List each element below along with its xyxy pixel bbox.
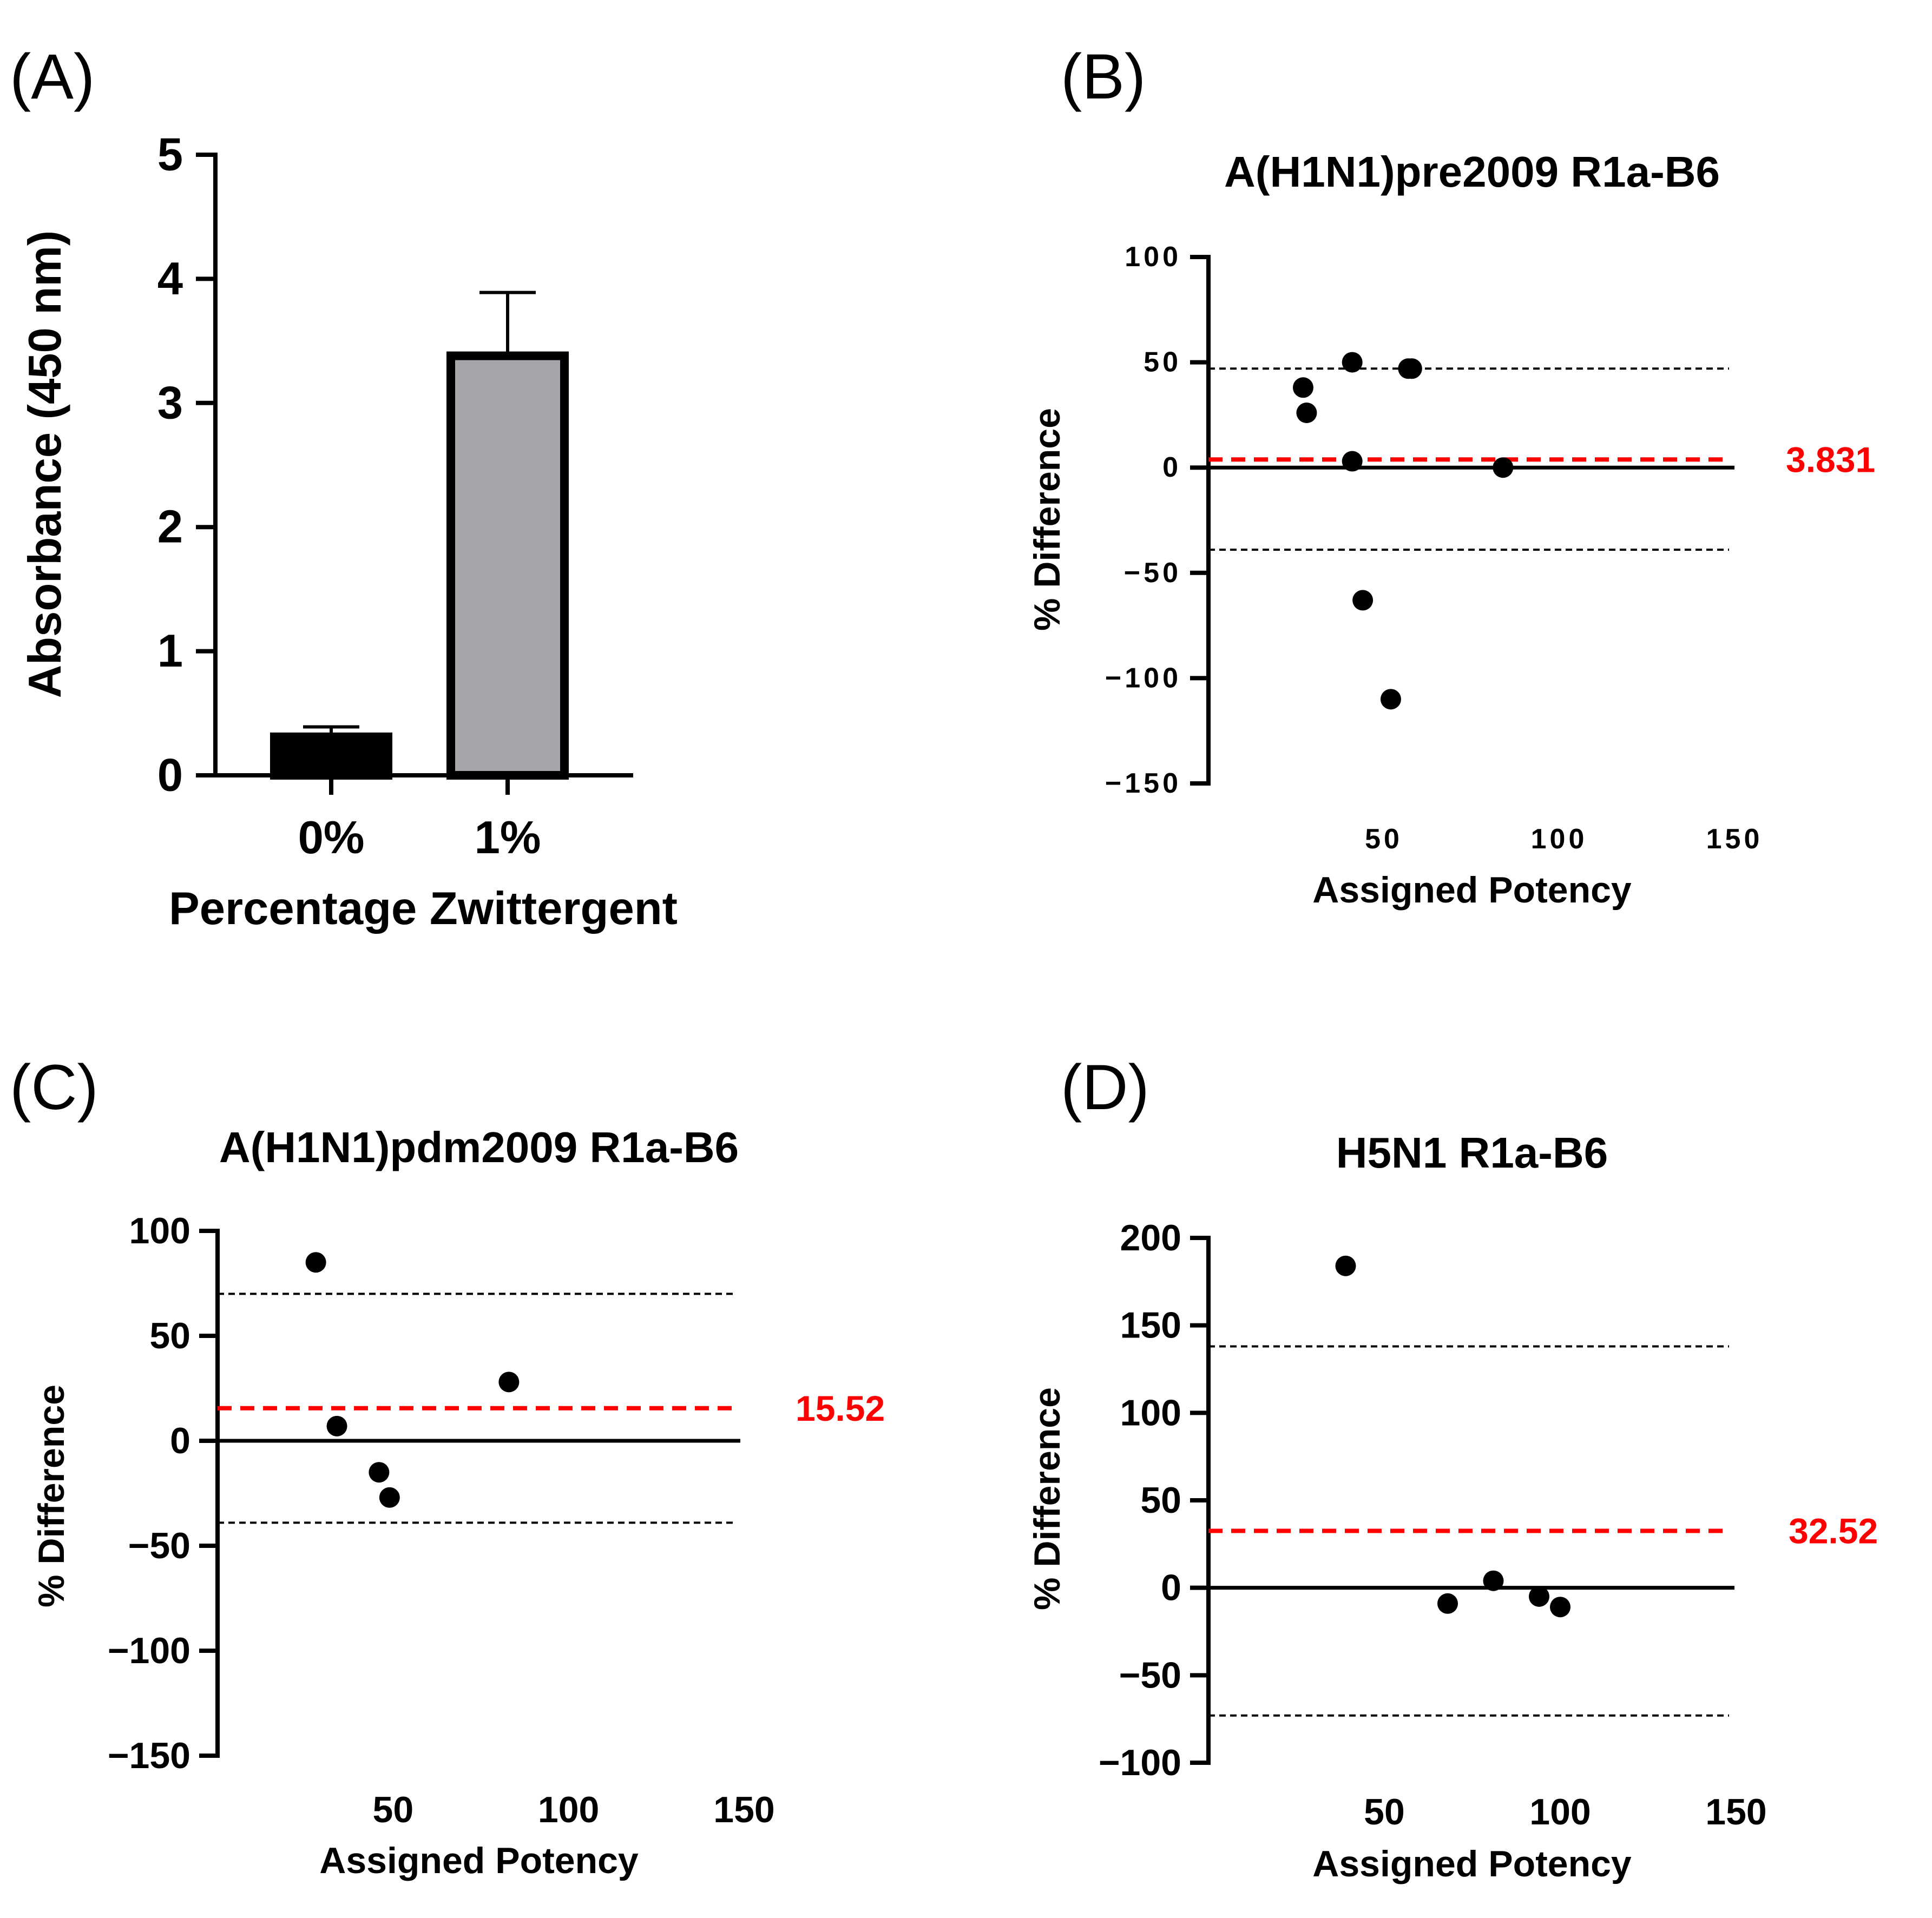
x-axis-title: Assigned Potency [1312, 1843, 1632, 1884]
y-tick-label: 0 [1162, 452, 1181, 483]
mean-bias-label: 3.831 [1786, 439, 1875, 479]
data-point [1335, 1255, 1356, 1276]
y-tick-label: 1 [157, 625, 183, 677]
data-point [1296, 403, 1317, 424]
chart-title: A(H1N1)pre2009 R1a-B6 [1224, 148, 1720, 196]
data-point [498, 1372, 520, 1393]
y-tick-label: 0 [170, 1420, 190, 1461]
bar-zero-percent [270, 732, 392, 780]
y-tick-label: 100 [1120, 1392, 1181, 1433]
panel-b-scatter-chart: (B) A(H1N1)pre2009 R1a-B6 100 50 0 −50 −100 −15… [1027, 41, 1875, 911]
x-axis-title: Percentage Zwittergent [169, 883, 678, 934]
y-tick-label: 50 [149, 1315, 190, 1356]
x-tick-label: 50 [1365, 823, 1403, 855]
data-point [1292, 377, 1313, 398]
y-tick-label: −100 [108, 1630, 190, 1671]
y-tick-label: 100 [1125, 241, 1181, 273]
data-point [369, 1462, 390, 1483]
data-point [1550, 1597, 1570, 1618]
x-tick-label: 100 [538, 1789, 599, 1830]
chart-title: A(H1N1)pdm2009 R1a-B6 [219, 1123, 739, 1171]
bar-one-percent [446, 351, 569, 780]
y-tick-label: −50 [1124, 557, 1181, 589]
y-tick-label: 50 [1140, 1480, 1181, 1521]
x-tick-label: 150 [1705, 1791, 1766, 1833]
x-tick-label: 150 [713, 1789, 774, 1830]
chart-title: H5N1 R1a-B6 [1336, 1129, 1608, 1177]
y-tick-label: 3 [157, 377, 183, 429]
y-tick-label: 100 [129, 1210, 190, 1251]
x-tick-label: 100 [1529, 1791, 1591, 1833]
y-tick-label: −150 [1105, 768, 1181, 799]
y-tick-label: 0 [1161, 1567, 1181, 1609]
y-tick-label: −100 [1099, 1742, 1181, 1783]
data-point [1342, 352, 1363, 373]
x-tick-label: 50 [1364, 1791, 1405, 1833]
panel-a-bar-chart: (A) 0 1 2 3 4 5 0% 1% Percentage Zwittergent Absor… [10, 41, 678, 934]
y-tick-label: 0 [157, 750, 183, 801]
y-axis-title: Absorbance (450 nm) [19, 230, 71, 698]
mean-bias-label: 32.52 [1789, 1511, 1878, 1551]
mean-bias-label: 15.52 [796, 1388, 885, 1428]
x-tick-label: 100 [1531, 823, 1588, 855]
panel-d-scatter-chart: (D) H5N1 R1a-B6 200 150 100 50 0 −50 −100 50 100 15… [1027, 1052, 1878, 1884]
data-point [379, 1487, 400, 1508]
y-axis-title: % Difference [1027, 1387, 1068, 1610]
panel-letter-a: (A) [10, 41, 95, 113]
panel-c-scatter-chart: (C) A(H1N1)pdm2009 R1a-B6 100 50 0 −50 −100 −15… [10, 1052, 885, 1881]
data-point [1380, 689, 1401, 710]
data-point [1342, 451, 1363, 472]
y-axis-title: % Difference [1027, 408, 1068, 631]
y-tick-label: 2 [157, 502, 183, 553]
data-point [1493, 457, 1514, 478]
y-axis-title: % Difference [31, 1385, 72, 1607]
y-tick-label: 50 [1144, 347, 1181, 378]
y-tick-label: 5 [157, 129, 183, 181]
panel-letter-c: (C) [10, 1052, 98, 1123]
panel-letter-d: (D) [1061, 1052, 1149, 1123]
data-point [305, 1252, 326, 1273]
data-point [1401, 358, 1422, 379]
x-category-label: 0% [298, 812, 365, 864]
x-axis-title: Assigned Potency [319, 1840, 639, 1881]
x-tick-label: 150 [1706, 823, 1763, 855]
y-tick-label: −100 [1105, 662, 1181, 694]
y-tick-label: 150 [1120, 1305, 1181, 1346]
y-tick-label: 4 [157, 253, 183, 305]
y-tick-label: −50 [128, 1525, 190, 1566]
y-tick-label: 200 [1120, 1217, 1181, 1258]
data-point [1437, 1593, 1458, 1614]
x-tick-label: 50 [373, 1789, 414, 1830]
data-point [1352, 590, 1374, 611]
y-tick-label: −150 [108, 1735, 190, 1776]
data-point [1529, 1586, 1549, 1607]
panel-letter-b: (B) [1061, 41, 1146, 113]
data-point [1483, 1570, 1504, 1591]
y-tick-label: −50 [1119, 1655, 1181, 1696]
data-point [326, 1415, 347, 1436]
x-category-label: 1% [475, 812, 541, 864]
x-axis-title: Assigned Potency [1312, 869, 1632, 911]
